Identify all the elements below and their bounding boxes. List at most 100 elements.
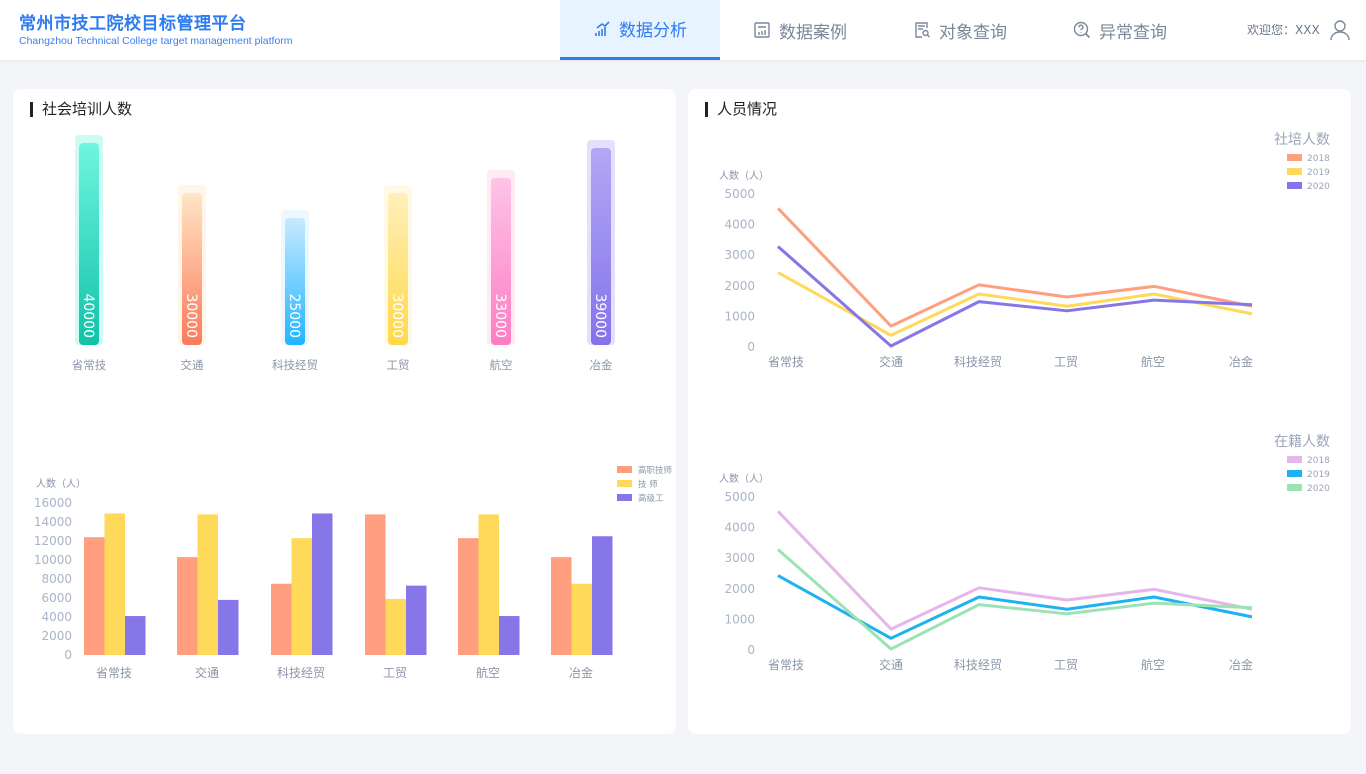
series-line	[777, 271, 1253, 337]
bar	[312, 513, 333, 655]
question-search-icon	[1073, 21, 1091, 39]
legend-label: 2018	[1307, 154, 1330, 164]
nav-label: 数据案例	[779, 22, 847, 43]
personnel-card: 人员情况	[688, 89, 1351, 734]
bar	[551, 557, 572, 655]
x-tick-label: 航空	[476, 665, 500, 680]
y-axis-label: 人数（人）	[36, 477, 86, 490]
y-tick-label: 0	[747, 340, 755, 354]
series-line	[777, 245, 1253, 348]
y-axis-label: 人数（人）	[719, 472, 769, 485]
legend-swatch	[617, 466, 632, 473]
x-tick-label: 航空	[1141, 657, 1165, 672]
welcome-text: 欢迎您：XXX	[1247, 23, 1320, 37]
x-tick-label: 交通	[195, 665, 219, 680]
chart-title: 社培人数	[1274, 132, 1330, 148]
legend-swatch	[1287, 470, 1302, 477]
y-tick-label: 4000	[724, 521, 755, 535]
legend-label: 高级工	[638, 493, 664, 504]
bar	[104, 513, 125, 655]
nav-data-analysis[interactable]: 数据分析	[560, 0, 720, 60]
bar	[406, 585, 427, 655]
x-tick-label: 交通	[879, 657, 903, 672]
legend-label: 高职技师	[638, 465, 673, 476]
app-title: 常州市技工院校目标管理平台	[19, 14, 247, 34]
card-title: 人员情况	[705, 102, 777, 117]
x-tick-label: 冶金	[590, 358, 613, 372]
bar	[458, 538, 479, 655]
y-tick-label: 6000	[41, 591, 72, 605]
bar	[285, 218, 305, 345]
legend-label: 2018	[1307, 456, 1330, 466]
x-tick-label: 工贸	[1054, 355, 1078, 369]
nav-label: 异常查询	[1099, 22, 1167, 43]
series-line	[776, 510, 1253, 631]
x-tick-label: 工贸	[1054, 658, 1078, 672]
bar	[197, 514, 218, 655]
x-tick-label: 冶金	[1229, 354, 1253, 369]
x-tick-label: 航空	[490, 358, 513, 372]
y-tick-label: 4000	[41, 610, 72, 624]
legend-label: 2020	[1307, 182, 1330, 192]
x-tick-label: 省常技	[96, 666, 132, 680]
user-icon[interactable]	[1330, 19, 1350, 41]
series-line	[776, 207, 1253, 328]
y-tick-label: 4000	[724, 218, 755, 232]
bar	[591, 148, 611, 345]
legend-swatch	[617, 480, 632, 487]
x-tick-label: 科技经贸	[954, 658, 1002, 672]
y-tick-label: 3000	[724, 551, 755, 565]
bar	[592, 536, 613, 655]
y-tick-label: 0	[747, 643, 755, 657]
legend-label: 2019	[1307, 168, 1330, 178]
bar	[79, 143, 99, 345]
document-search-icon	[915, 22, 930, 38]
x-tick-label: 冶金	[569, 665, 593, 680]
nav-anomaly-query[interactable]: 异常查询	[1040, 0, 1200, 60]
y-tick-label: 1000	[724, 612, 755, 626]
chart-icon	[595, 20, 610, 36]
y-tick-label: 10000	[34, 553, 72, 567]
bar	[271, 583, 292, 655]
calculator-icon	[754, 22, 770, 38]
y-tick-label: 0	[64, 648, 72, 662]
bar-value-label: 25000	[286, 293, 302, 338]
bar	[182, 193, 202, 345]
bar	[365, 514, 386, 655]
chart-title: 在籍人数	[1274, 433, 1330, 450]
app-subtitle: Changzhou Technical College target manag…	[19, 35, 293, 47]
x-tick-label: 航空	[1141, 354, 1165, 369]
bar	[388, 193, 408, 345]
legend-swatch	[1287, 456, 1302, 463]
x-tick-label: 工贸	[387, 358, 410, 372]
x-tick-label: 科技经贸	[954, 355, 1002, 369]
bar	[571, 583, 592, 655]
legend-swatch	[1287, 168, 1302, 175]
legend-label: 2020	[1307, 484, 1330, 494]
bar-value-label: 40000	[80, 293, 96, 338]
nav-label: 对象查询	[939, 22, 1007, 43]
bar	[84, 537, 105, 655]
y-tick-label: 2000	[724, 279, 755, 293]
x-tick-label: 冶金	[1229, 657, 1253, 672]
x-tick-label: 交通	[879, 354, 903, 369]
nav-object-query[interactable]: 对象查询	[880, 0, 1040, 60]
legend-swatch	[1287, 182, 1302, 189]
x-tick-label: 省常技	[768, 658, 804, 672]
series-line	[777, 574, 1253, 640]
x-tick-label: 科技经贸	[277, 666, 325, 680]
x-tick-label: 科技经贸	[272, 358, 318, 372]
legend-swatch	[617, 494, 632, 501]
y-tick-label: 1000	[724, 309, 755, 323]
x-tick-label: 工贸	[383, 666, 407, 680]
y-tick-label: 12000	[34, 534, 72, 548]
legend-swatch	[1287, 154, 1302, 161]
bar-value-label: 30000	[183, 293, 199, 338]
bar	[177, 557, 198, 655]
header: 常州市技工院校目标管理平台 Changzhou Technical Colleg…	[0, 0, 1366, 60]
nav-data-cases[interactable]: 数据案例	[720, 0, 880, 60]
legend-label: 2019	[1307, 470, 1330, 480]
bar	[125, 616, 146, 655]
y-tick-label: 8000	[41, 572, 72, 586]
